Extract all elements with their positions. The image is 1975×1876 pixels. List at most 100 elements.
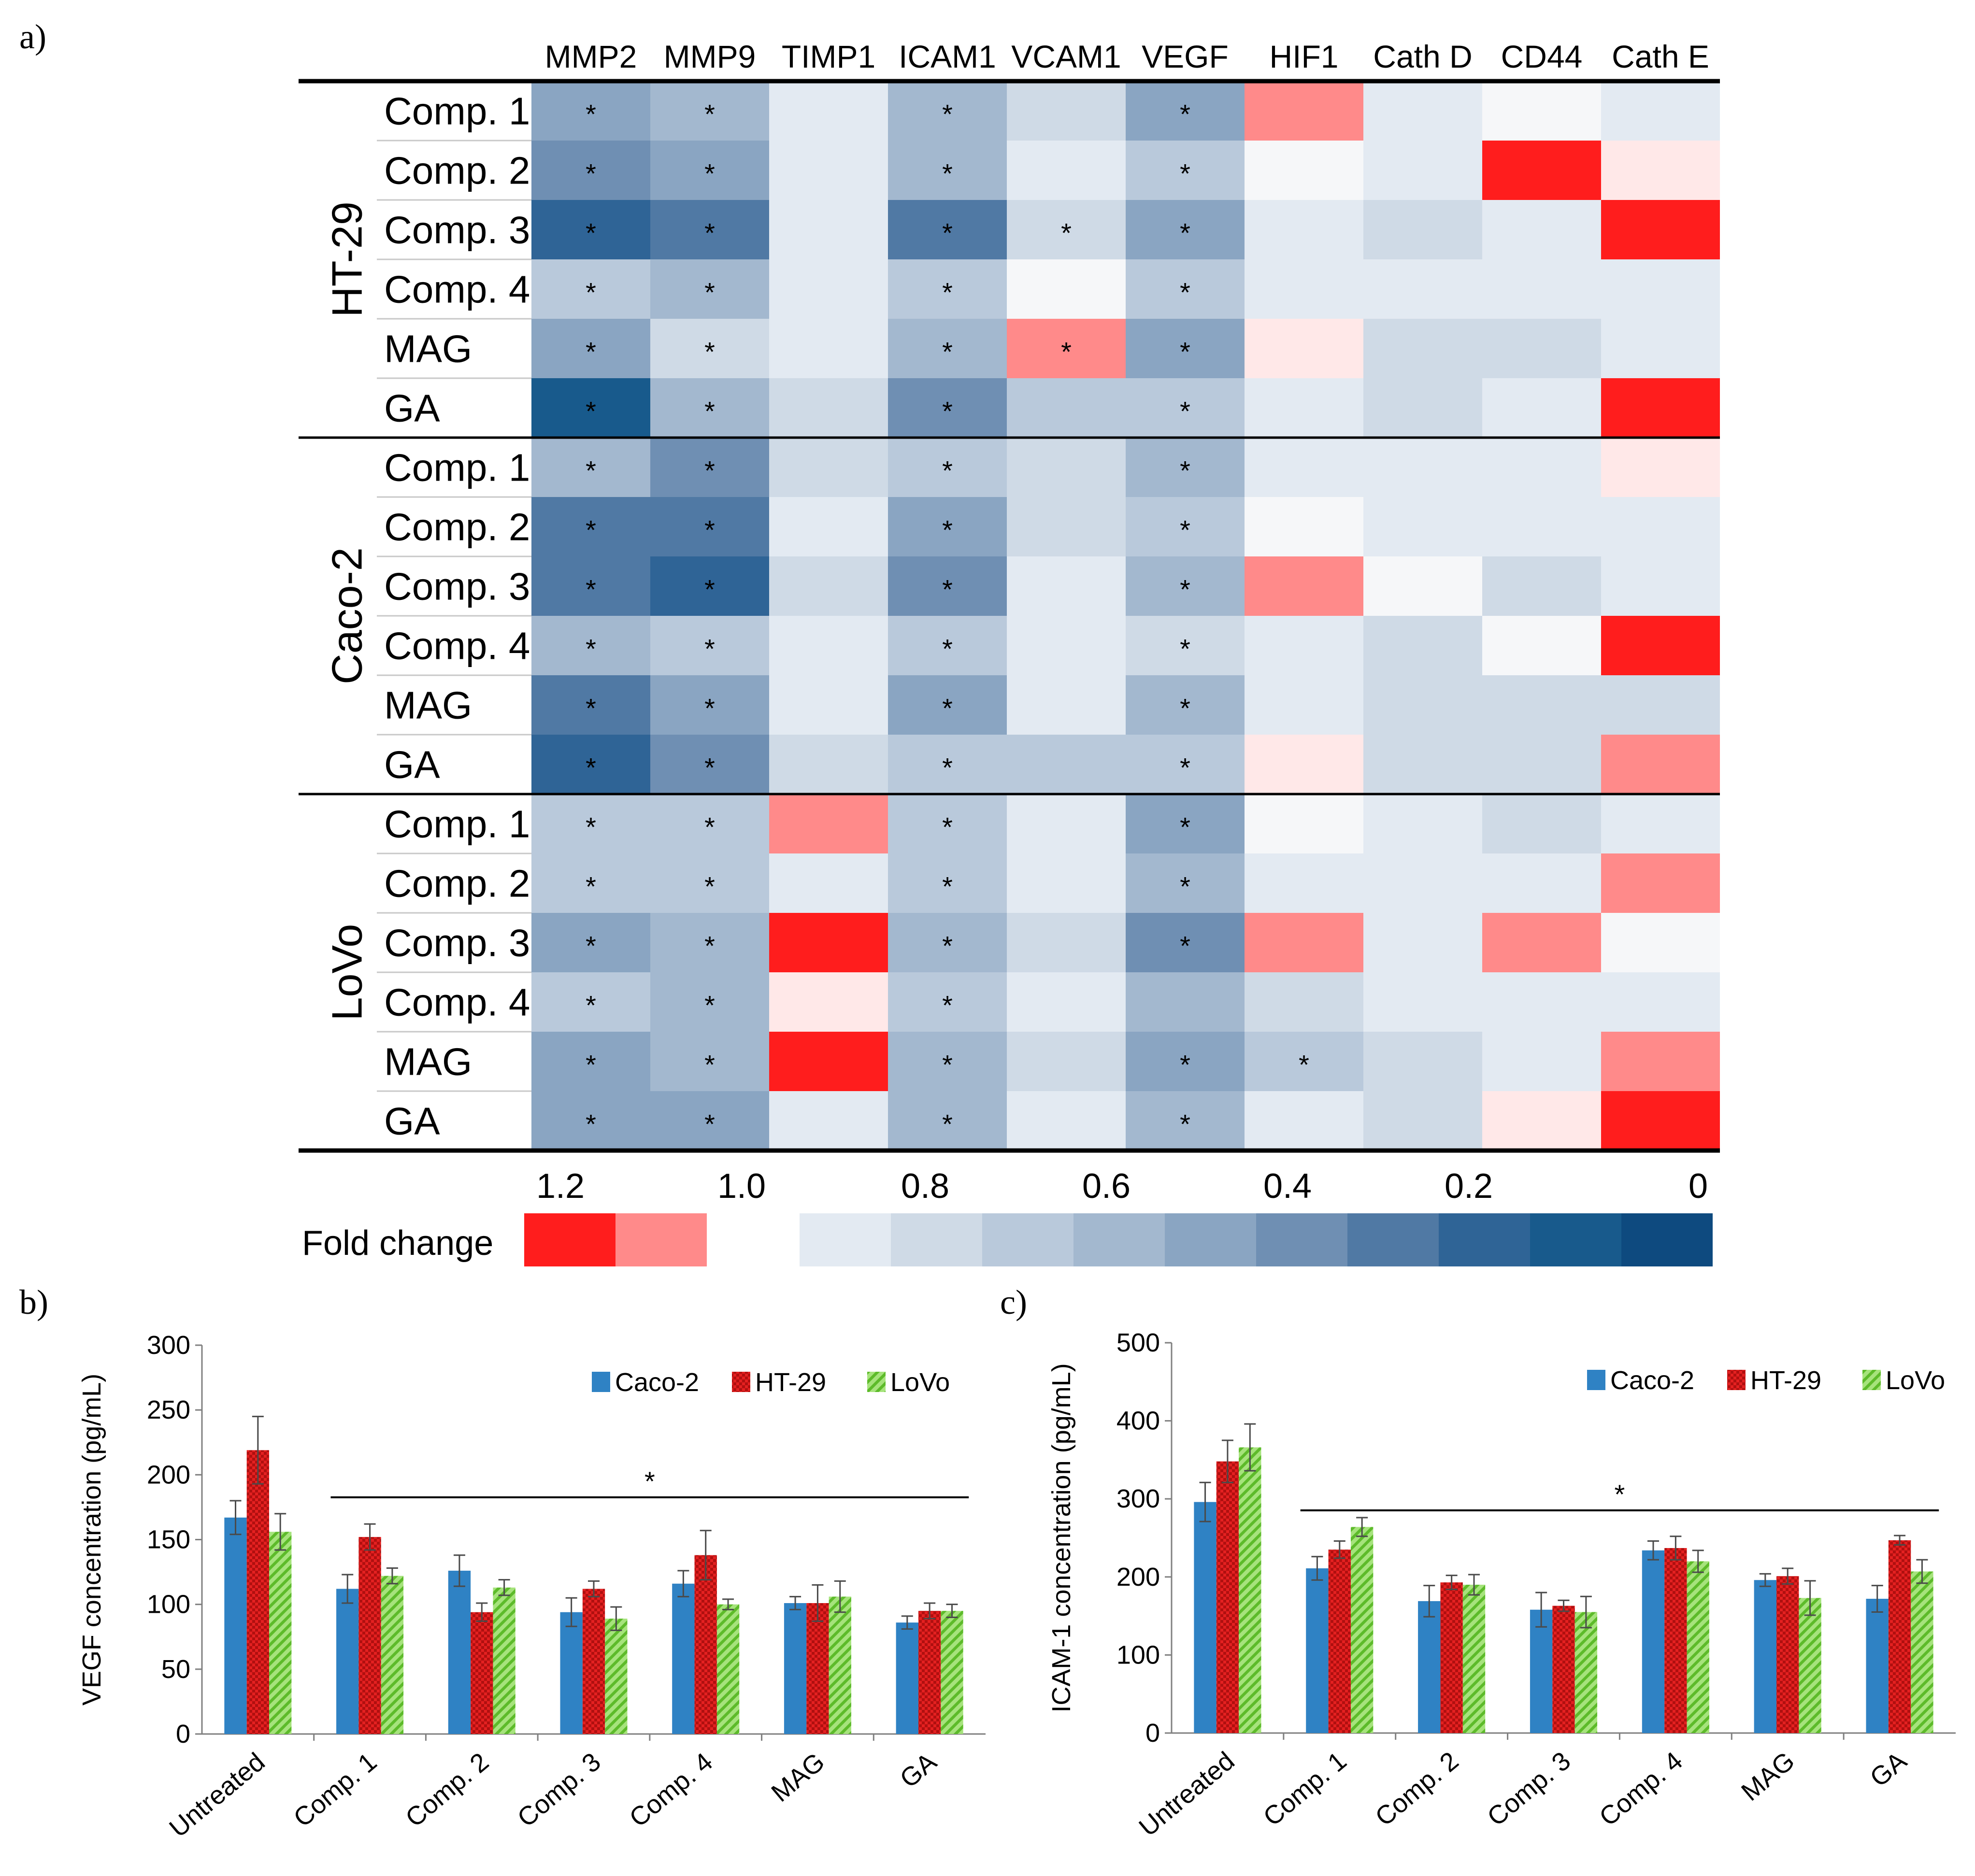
- heatmap-cell: [1126, 616, 1245, 675]
- heatmap-cell: [1245, 259, 1363, 319]
- significance-marker: *: [942, 396, 953, 426]
- category-label: Comp. 1: [1258, 1746, 1352, 1832]
- scale-tick-label: 1.0: [717, 1167, 766, 1206]
- heatmap-cell: [1482, 1032, 1601, 1091]
- legend-swatch: [867, 1372, 886, 1392]
- heatmap-cell: [1245, 556, 1363, 616]
- significance-marker: *: [586, 218, 596, 248]
- significance-marker: *: [704, 634, 715, 664]
- heatmap-cell: [531, 378, 650, 438]
- heatmap-cell: [1126, 141, 1245, 200]
- y-tick-label: 300: [147, 1331, 190, 1360]
- category-label: Comp. 4: [624, 1747, 718, 1833]
- bar: [605, 1619, 628, 1734]
- heatmap-cell: [1126, 200, 1245, 259]
- heatmap-cell: [1007, 497, 1126, 556]
- heatmap-cell: [1126, 319, 1245, 378]
- significance-marker: *: [586, 753, 596, 783]
- heatmap-cell: [1126, 378, 1245, 438]
- significance-marker: *: [1180, 277, 1190, 308]
- heatmap-cell: [769, 1032, 888, 1091]
- y-axis-title: ICAM-1 concentration (pg/mL): [1047, 1363, 1076, 1712]
- heatmap-cell: [531, 735, 650, 794]
- heatmap-cell: [1482, 913, 1601, 972]
- heatmap-cell: [769, 735, 888, 794]
- heatmap-row-label: MAG: [384, 327, 472, 370]
- y-tick-label: 300: [1116, 1484, 1160, 1513]
- heatmap-column-2: TIMP1: [782, 39, 875, 74]
- bar: [1687, 1561, 1709, 1733]
- y-tick-label: 500: [1116, 1328, 1160, 1357]
- heatmap-column-4: VCAM1: [1011, 39, 1121, 74]
- significance-marker: *: [1061, 337, 1072, 367]
- bar: [1642, 1550, 1665, 1733]
- heatmap-cell: [650, 853, 769, 913]
- scale-title: Fold change: [302, 1224, 493, 1263]
- category-label: Comp. 4: [1594, 1746, 1688, 1832]
- heatmap-cell: [1363, 972, 1482, 1032]
- heatmap-cell: [1126, 259, 1245, 319]
- significance-marker: *: [1615, 1479, 1625, 1509]
- significance-marker: *: [704, 871, 715, 902]
- y-tick-label: 200: [147, 1460, 190, 1489]
- heatmap-cell: [1363, 794, 1482, 853]
- heatmap-cell: [1601, 319, 1720, 378]
- significance-marker: *: [704, 277, 715, 308]
- heatmap-cell: [1245, 200, 1363, 259]
- heatmap-cell: [650, 200, 769, 259]
- heatmap-group-label: LoVo: [323, 924, 371, 1021]
- significance-marker: *: [1180, 396, 1190, 426]
- heatmap-cell: [1007, 556, 1126, 616]
- heatmap-cell: [531, 141, 650, 200]
- heatmap-row-label: GA: [384, 1100, 440, 1143]
- heatmap-cell: [1482, 378, 1601, 438]
- heatmap-cell: [1007, 259, 1126, 319]
- heatmap-cell: [1363, 497, 1482, 556]
- heatmap-cell: [650, 556, 769, 616]
- significance-marker: *: [942, 812, 953, 842]
- heatmap-row-label: Comp. 2: [384, 149, 530, 192]
- significance-marker: *: [1180, 455, 1190, 486]
- heatmap-cell: [531, 853, 650, 913]
- heatmap-cell: [1601, 81, 1720, 141]
- significance-marker: *: [1180, 1109, 1190, 1139]
- heatmap-cell: [888, 853, 1007, 913]
- heatmap-row-label: Comp. 2: [384, 862, 530, 905]
- heatmap-cell: [1126, 972, 1245, 1032]
- scale-swatch: [1621, 1213, 1713, 1266]
- heatmap-row-label: Comp. 3: [384, 565, 530, 608]
- significance-marker: *: [1061, 218, 1072, 248]
- y-tick-label: 250: [147, 1395, 190, 1424]
- heatmap-cell: [769, 81, 888, 141]
- significance-marker: *: [942, 1109, 953, 1139]
- heatmap-row-label: Comp. 4: [384, 268, 530, 311]
- heatmap-cell: [769, 438, 888, 497]
- significance-marker: *: [586, 455, 596, 486]
- heatmap-cell: [1007, 794, 1126, 853]
- heatmap-column-6: HIF1: [1269, 39, 1338, 74]
- heatmap-cell: [1482, 259, 1601, 319]
- significance-marker: *: [942, 99, 953, 129]
- significance-marker: *: [704, 218, 715, 248]
- heatmap-row-label: GA: [384, 387, 440, 430]
- heatmap-cell: [650, 913, 769, 972]
- legend-label: LoVo: [890, 1368, 950, 1397]
- heatmap-cell: [769, 556, 888, 616]
- significance-marker: *: [704, 99, 715, 129]
- scale-tick-label: 0.8: [901, 1167, 949, 1206]
- scale-swatch: [891, 1213, 982, 1266]
- significance-marker: *: [1180, 574, 1190, 605]
- bar: [941, 1611, 963, 1734]
- significance-marker: *: [942, 277, 953, 308]
- significance-marker: *: [586, 990, 596, 1021]
- significance-marker: *: [1180, 515, 1190, 545]
- heatmap-column-0: MMP2: [545, 39, 637, 74]
- heatmap-cell: [1126, 556, 1245, 616]
- heatmap-cell: [1245, 319, 1363, 378]
- heatmap-cell: [1601, 378, 1720, 438]
- significance-marker: *: [942, 634, 953, 664]
- heatmap-cell: [1601, 259, 1720, 319]
- significance-marker: *: [942, 158, 953, 189]
- heatmap-cell: [1363, 141, 1482, 200]
